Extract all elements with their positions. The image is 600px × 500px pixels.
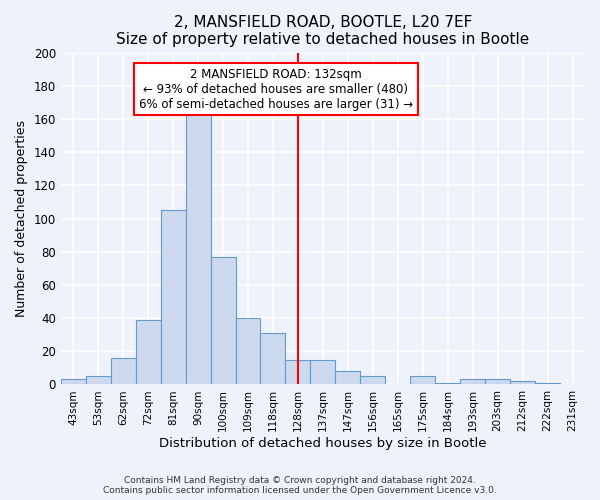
Bar <box>286 360 310 384</box>
Bar <box>260 333 286 384</box>
Bar <box>510 381 535 384</box>
Y-axis label: Number of detached properties: Number of detached properties <box>15 120 28 317</box>
Bar <box>161 210 185 384</box>
X-axis label: Distribution of detached houses by size in Bootle: Distribution of detached houses by size … <box>159 437 487 450</box>
Bar <box>185 114 211 384</box>
Bar <box>535 383 560 384</box>
Bar <box>61 380 86 384</box>
Text: Contains HM Land Registry data © Crown copyright and database right 2024.
Contai: Contains HM Land Registry data © Crown c… <box>103 476 497 495</box>
Bar <box>310 360 335 384</box>
Text: 2 MANSFIELD ROAD: 132sqm
← 93% of detached houses are smaller (480)
6% of semi-d: 2 MANSFIELD ROAD: 132sqm ← 93% of detach… <box>139 68 413 110</box>
Bar <box>111 358 136 384</box>
Bar <box>211 256 236 384</box>
Title: 2, MANSFIELD ROAD, BOOTLE, L20 7EF
Size of property relative to detached houses : 2, MANSFIELD ROAD, BOOTLE, L20 7EF Size … <box>116 15 530 48</box>
Bar <box>410 376 435 384</box>
Bar <box>361 376 385 384</box>
Bar <box>435 383 460 384</box>
Bar <box>485 380 510 384</box>
Bar <box>86 376 111 384</box>
Bar <box>236 318 260 384</box>
Bar <box>335 371 361 384</box>
Bar <box>136 320 161 384</box>
Bar <box>460 380 485 384</box>
